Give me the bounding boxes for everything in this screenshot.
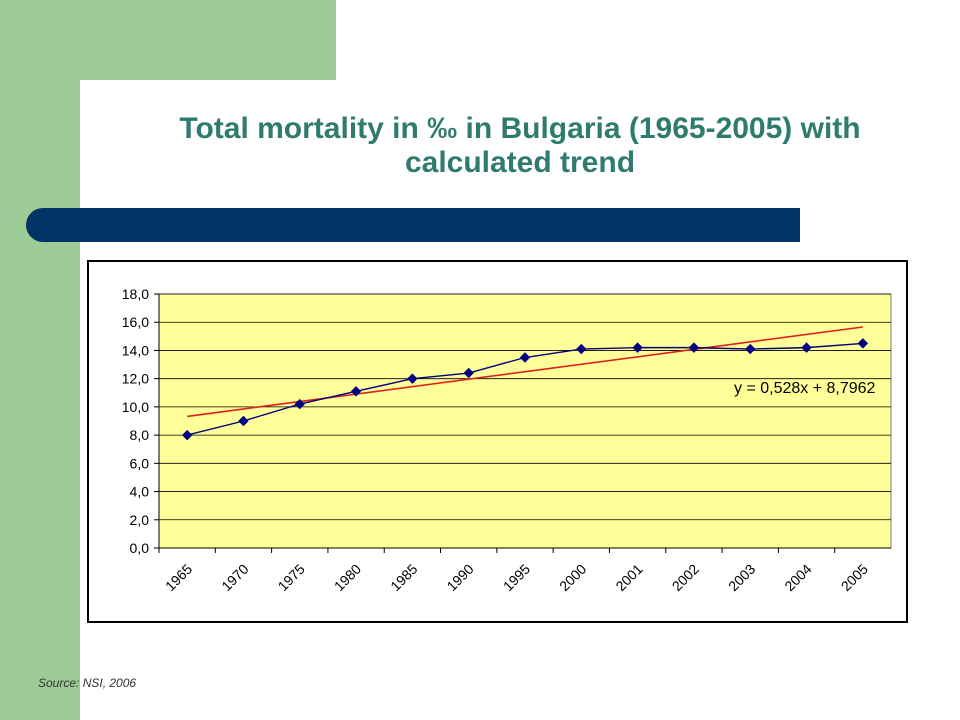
data-point: [463, 367, 474, 379]
x-tick-label: 1980: [331, 561, 364, 594]
x-tick-label: 2004: [781, 561, 814, 594]
data-point: [181, 429, 193, 441]
x-tick-label: 2002: [669, 561, 702, 594]
y-tick-label: 4,0: [130, 484, 150, 500]
trend-equation: y = 0,528x + 8,7962: [734, 380, 876, 397]
source-note: Source: NSI, 2006: [38, 676, 137, 690]
data-point: [745, 343, 756, 355]
data-point: [294, 398, 305, 410]
x-tick-label: 1975: [275, 561, 308, 594]
x-tick-label: 1995: [500, 561, 533, 594]
plot-area: [158, 293, 892, 549]
mortality-chart: 0,0 2,0 4,0 6,0 8,0 10,0 12,0 14,0 16,0 18,0 1965 1…: [122, 286, 892, 594]
x-tick-label: 2001: [612, 561, 645, 594]
data-point: [238, 415, 249, 427]
title-line-2: calculated trend: [404, 146, 636, 179]
title-underline-bar: [26, 208, 800, 242]
y-tick-label: 0,0: [130, 540, 150, 556]
x-tick-label: 1985: [387, 561, 420, 594]
y-tick-label: 8,0: [130, 427, 150, 443]
data-point: [632, 342, 643, 353]
green-accent-left: [0, 0, 80, 720]
x-tick-label: 1990: [443, 561, 476, 594]
data-point: [576, 343, 587, 355]
y-tick-label: 12,0: [122, 371, 149, 387]
data-point: [857, 338, 869, 349]
x-tick-label: 1965: [162, 561, 195, 594]
y-tick-label: 14,0: [122, 342, 149, 358]
x-tick-label: 2000: [556, 561, 589, 594]
data-point: [350, 386, 362, 397]
data-point: [519, 352, 531, 363]
x-tick-label: 1970: [218, 561, 251, 594]
y-tick-label: 18,0: [122, 286, 149, 302]
y-tick-label: 10,0: [122, 399, 149, 415]
data-point: [801, 342, 812, 353]
y-tick-label: 16,0: [122, 314, 149, 330]
x-tick-label: 2005: [838, 561, 871, 594]
x-tick-label: 2003: [725, 561, 758, 594]
data-point: [688, 342, 700, 353]
y-tick-label: 2,0: [130, 512, 150, 528]
chart-frame: 0,0 2,0 4,0 6,0 8,0 10,0 12,0 14,0 16,0 18,0 1965 1…: [87, 260, 908, 623]
slide-title: Total mortality in ‰ in Bulgaria (1965-2…: [80, 112, 960, 180]
data-point: [407, 373, 418, 384]
y-tick-label: 6,0: [130, 455, 150, 471]
title-line-1: Total mortality in ‰ in Bulgaria (1965-2…: [179, 112, 861, 145]
